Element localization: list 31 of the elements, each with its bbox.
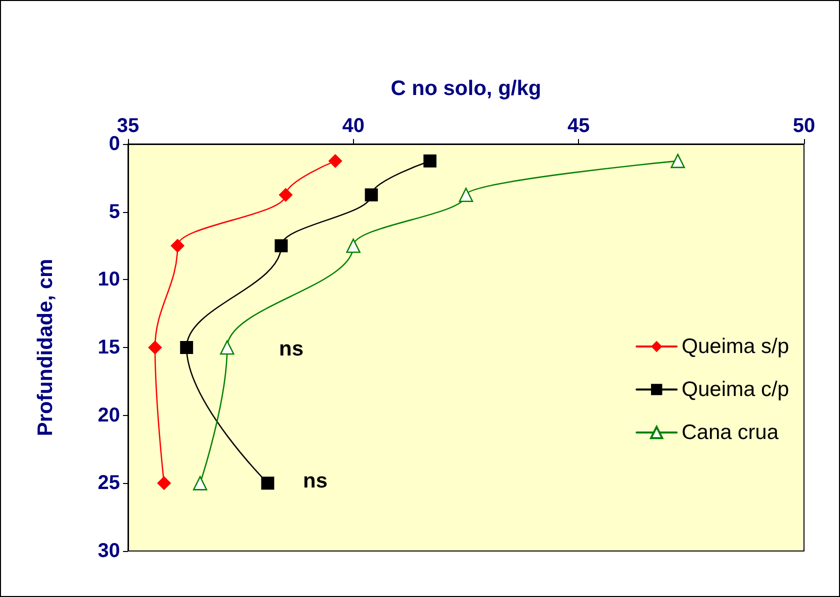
point [148, 340, 162, 354]
point [328, 154, 342, 168]
y-tick-label: 10 [98, 268, 120, 291]
legend-label: Queima s/p [682, 335, 790, 358]
y-axis-title: Profundidade, cm [34, 258, 57, 436]
point [274, 239, 288, 252]
point [670, 154, 685, 168]
y-tick-label: 15 [98, 336, 120, 358]
annotation: ns [303, 470, 328, 492]
x-tick-label: 50 [792, 115, 816, 137]
legend-label: Cana crua [682, 421, 779, 444]
point [261, 476, 274, 490]
point [157, 476, 172, 490]
y-tick-label: 30 [98, 540, 120, 562]
y-tick-label: 25 [98, 472, 120, 494]
point [170, 238, 185, 253]
point [192, 476, 208, 490]
annotation: ns [279, 338, 304, 360]
point [423, 154, 436, 168]
point [458, 188, 474, 202]
point [278, 188, 293, 202]
x-tick-label: 45 [568, 115, 590, 137]
y-tick-label: 20 [98, 404, 120, 426]
point [346, 238, 360, 253]
point [364, 188, 378, 202]
y-tick-label: 5 [108, 200, 120, 223]
x-tick-label: 40 [342, 115, 364, 137]
legend-label: Queima c/p [682, 378, 790, 401]
x-axis-title: C no solo, g/kg [390, 77, 542, 100]
point [180, 341, 194, 354]
point [220, 340, 234, 355]
